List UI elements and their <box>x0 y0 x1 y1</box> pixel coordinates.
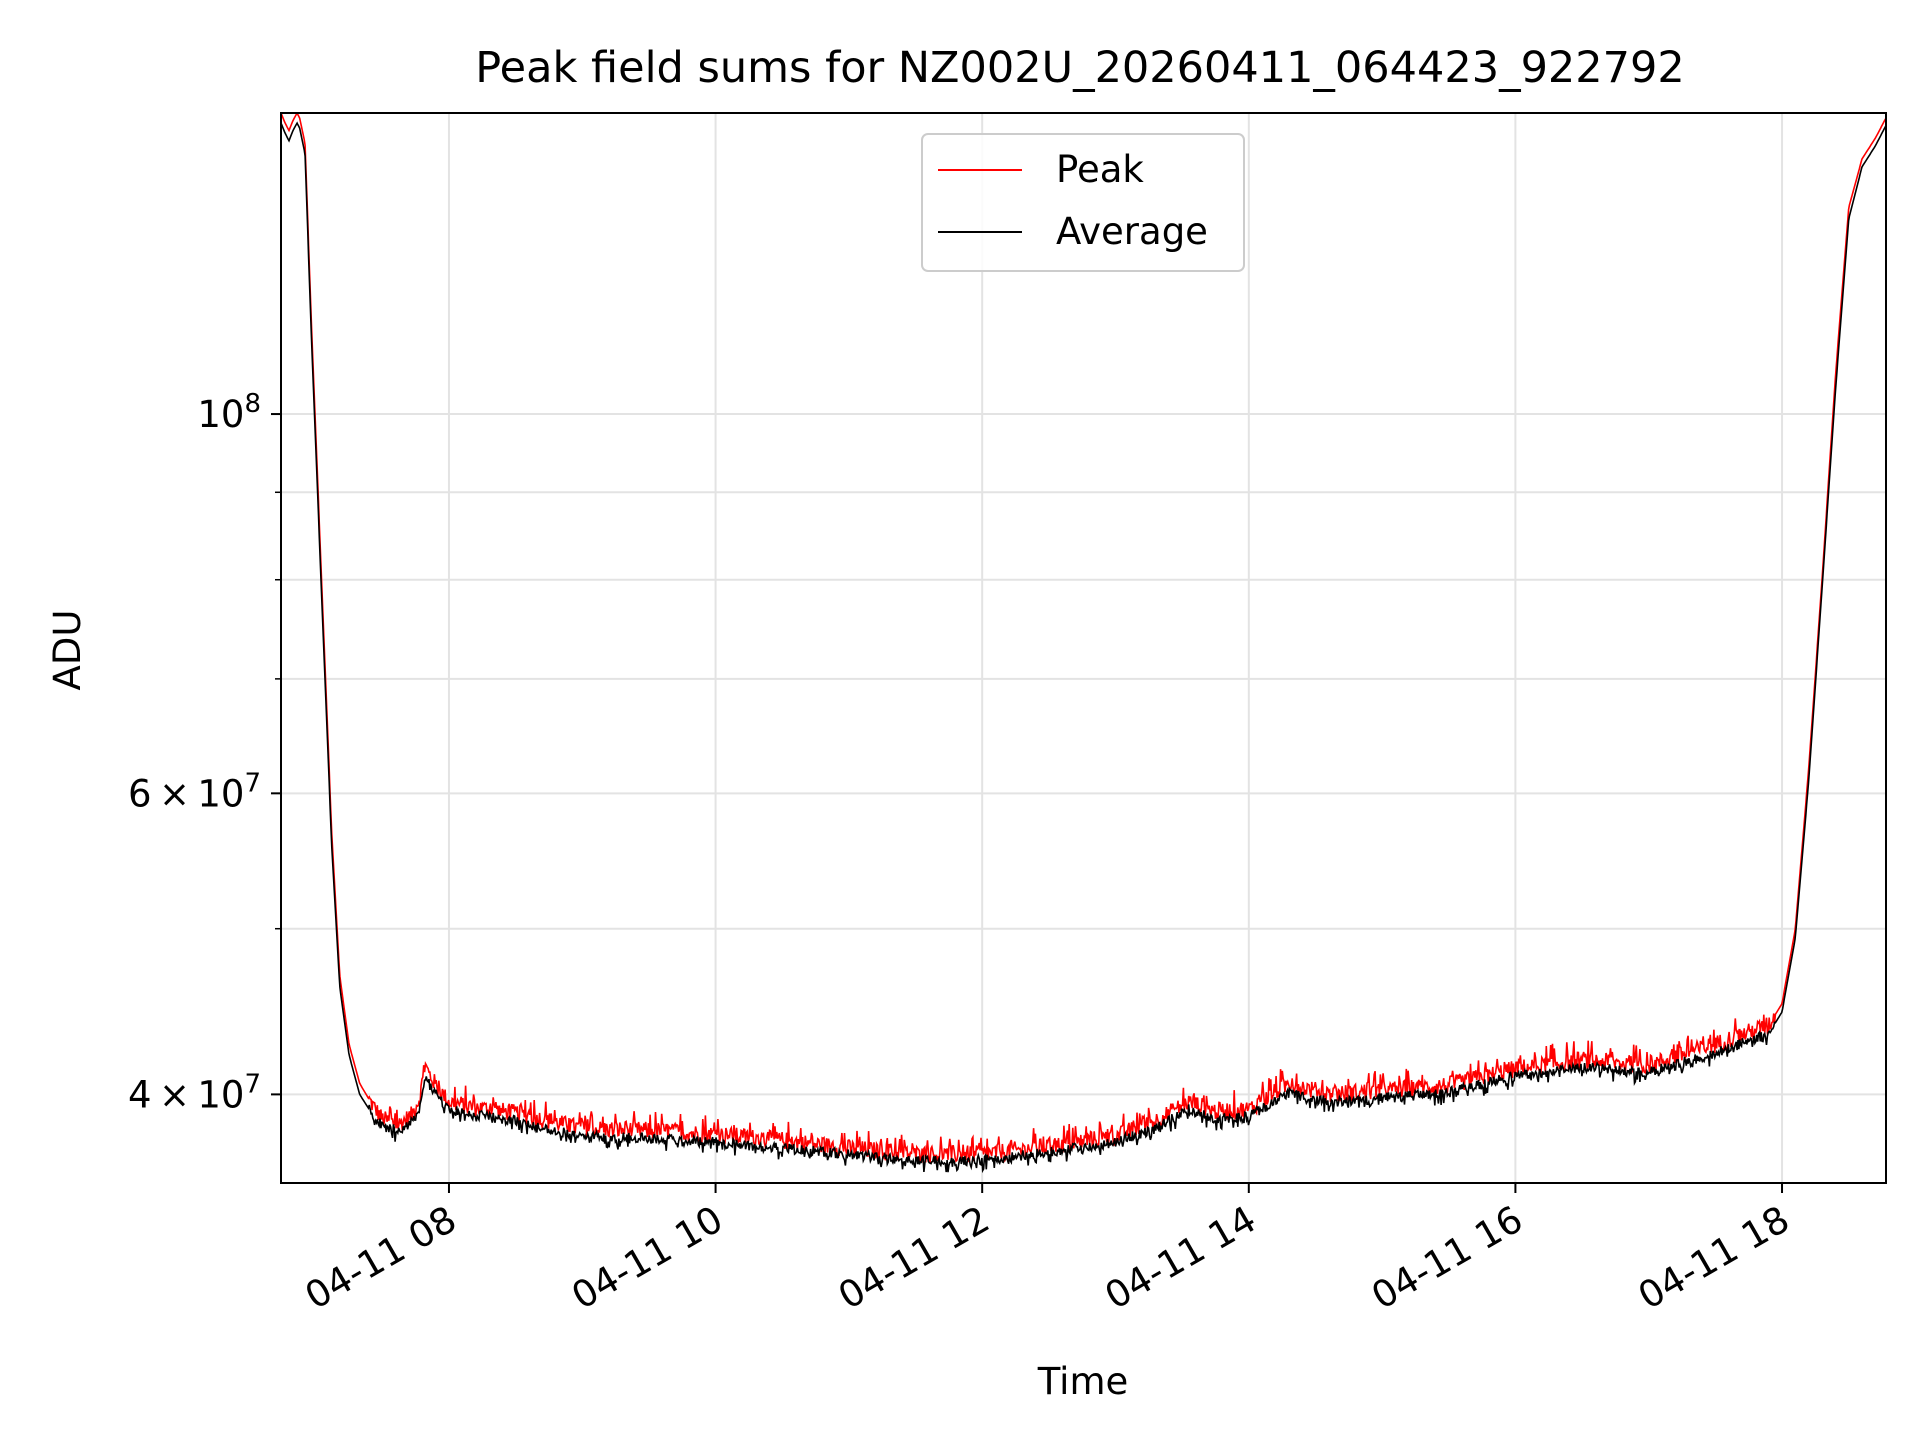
y-tick-label: 108 <box>197 389 261 436</box>
plot-area <box>280 112 1887 1184</box>
series-lines <box>281 113 1886 1174</box>
y-axis-label: ADU <box>46 610 89 691</box>
x-axis-label: Time <box>1037 1360 1129 1403</box>
legend-box <box>921 133 1245 272</box>
y-tick-label: 6 × 107 <box>128 768 261 815</box>
legend-average-label: Average <box>1056 210 1208 253</box>
series-line-peak <box>281 113 1886 1164</box>
y-axis: 108 6 × 107 4 × 107 <box>128 389 281 1116</box>
axes-frame <box>280 112 1887 1184</box>
legend: Peak Average <box>921 133 1245 272</box>
legend-peak-label: Peak <box>1056 148 1144 191</box>
y-tick-label: 4 × 107 <box>128 1069 261 1116</box>
series-line-average <box>281 121 1886 1174</box>
grid <box>281 113 1886 1183</box>
chart-title: Peak field sums for NZ002U_20260411_0644… <box>475 43 1684 93</box>
